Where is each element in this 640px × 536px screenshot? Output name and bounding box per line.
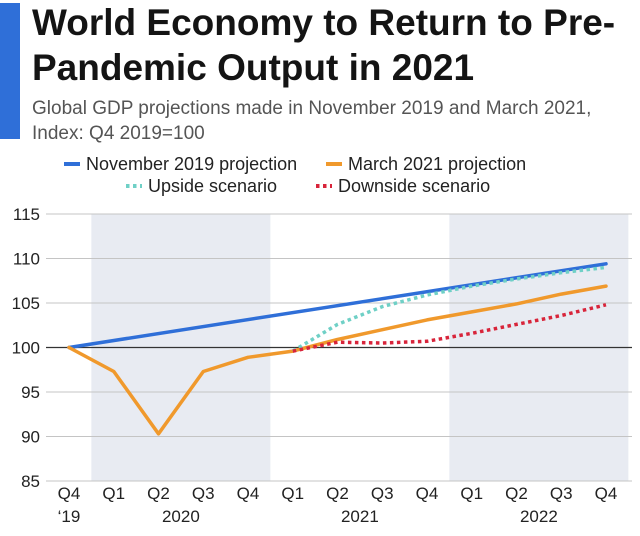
- x-year-label: ‘19: [58, 507, 81, 526]
- x-tick-label: Q2: [505, 484, 528, 503]
- x-tick-label: Q1: [281, 484, 304, 503]
- y-tick-label: 100: [12, 339, 40, 358]
- x-axis: Q4 Q1 Q2 Q3 Q4 Q1 Q2 Q3 Q4 Q1 Q2 Q3 Q4 ‘19 2020 2021 202…: [58, 484, 618, 526]
- series-lines: [67, 262, 608, 436]
- x-tick-label: Q3: [192, 484, 215, 503]
- y-tick-label: 105: [12, 294, 40, 313]
- y-axis: 85 90 95 100 105 110 115: [12, 205, 40, 491]
- series-line-november-2019-projection: [67, 262, 608, 350]
- chart-title: World Economy to Return to Pre-Pandemic …: [32, 2, 616, 88]
- legend-label-march-2021-projection: March 2021 projection: [348, 154, 526, 174]
- x-tick-label: Q1: [460, 484, 483, 503]
- chart-subtitle: Global GDP projections made in November …: [32, 98, 592, 144]
- legend: November 2019 projection March 2021 proje…: [64, 154, 526, 196]
- series-line-upside-scenario: [291, 265, 607, 353]
- title-accent-bar: [0, 3, 20, 139]
- series-line-march-2021-projection: [67, 284, 608, 436]
- x-tick-label: Q4: [416, 484, 439, 503]
- x-year-label: 2020: [162, 507, 200, 526]
- y-tick-label: 95: [21, 383, 40, 402]
- x-tick-label: Q4: [595, 484, 618, 503]
- gridlines: [46, 213, 632, 482]
- x-tick-label: Q4: [58, 484, 81, 503]
- x-tick-label: Q3: [371, 484, 394, 503]
- y-tick-label: 90: [21, 428, 40, 447]
- legend-label-upside-scenario: Upside scenario: [148, 176, 277, 196]
- x-tick-label: Q4: [237, 484, 260, 503]
- x-year-label: 2021: [341, 507, 379, 526]
- x-year-label: 2022: [520, 507, 558, 526]
- legend-label-downside-scenario: Downside scenario: [338, 176, 490, 196]
- y-tick-label: 115: [13, 205, 40, 224]
- y-tick-label: 85: [21, 472, 40, 491]
- legend-label-november-2019-projection: November 2019 projection: [86, 154, 297, 174]
- x-tick-label: Q3: [550, 484, 573, 503]
- x-tick-label: Q2: [326, 484, 349, 503]
- y-tick-label: 110: [13, 250, 40, 269]
- x-tick-label: Q1: [102, 484, 125, 503]
- x-tick-label: Q2: [147, 484, 170, 503]
